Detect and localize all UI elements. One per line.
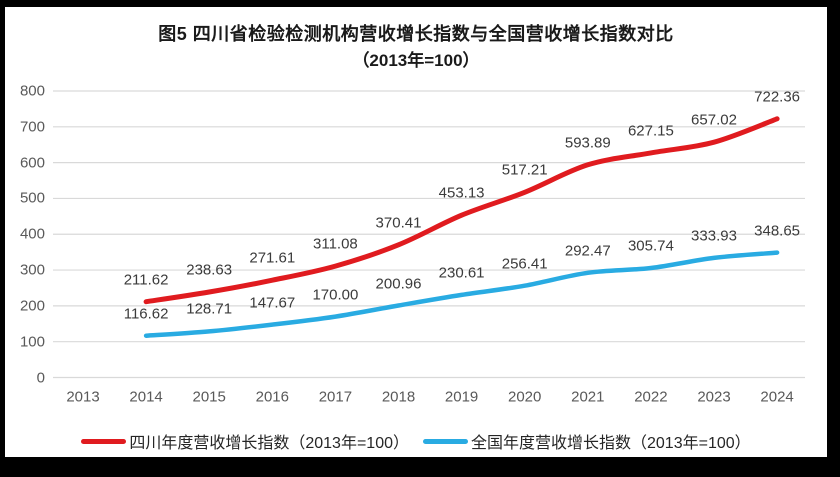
x-axis-tick-label: 2021: [571, 388, 605, 406]
x-axis-tick-label: 2015: [192, 388, 226, 406]
y-axis-tick-label: 800: [19, 82, 45, 100]
data-point-label: 147.67: [249, 294, 296, 312]
x-axis-tick-label: 2019: [444, 388, 479, 406]
legend-item-national: 全国年度营收增长指数（2013年=100）: [423, 429, 751, 453]
data-point-label: 348.65: [754, 222, 801, 240]
sichuan-series-line: [143, 116, 780, 305]
legend-label-national: 全国年度营收增长指数（2013年=100）: [471, 435, 751, 452]
data-point-label: 305.74: [627, 237, 674, 255]
y-axis-tick-label: 300: [19, 261, 45, 279]
national-line-swatch-icon: [423, 438, 468, 444]
data-point-label: 370.41: [375, 214, 422, 232]
legend-item-sichuan: 四川年度营收增长指数（2013年=100）: [81, 429, 409, 453]
data-point-label: 211.62: [123, 271, 169, 289]
x-axis-tick-label: 2017: [318, 388, 353, 406]
data-point-label: 238.63: [186, 261, 233, 279]
data-point-label: 230.61: [438, 264, 485, 282]
x-axis-tick-label: 2013: [66, 388, 100, 406]
data-point-label: 128.71: [186, 300, 233, 318]
chart-title: 图5 四川省检验检测机构营收增长指数与全国营收增长指数对比: [158, 24, 674, 44]
data-point-label: 593.89: [564, 134, 611, 152]
data-point-label: 200.96: [375, 275, 422, 293]
data-point-label: 517.21: [501, 161, 548, 179]
chart-area: 图5 四川省检验检测机构营收增长指数与全国营收增长指数对比 （2013年=100…: [5, 7, 827, 457]
plot-canvas: [53, 90, 805, 379]
x-axis-tick-label: 2016: [255, 388, 289, 406]
y-axis-tick-label: 200: [19, 297, 45, 315]
legend-label-sichuan: 四川年度营收增长指数（2013年=100）: [129, 435, 409, 452]
x-axis-tick-label: 2024: [760, 388, 794, 406]
data-point-label: 453.13: [438, 184, 485, 202]
chart-subtitle: （2013年=100）: [352, 51, 480, 70]
y-axis-tick-label: 500: [19, 189, 45, 207]
data-point-label: 170.00: [312, 286, 359, 304]
data-point-label: 116.62: [123, 305, 169, 323]
data-point-label: 722.36: [754, 88, 801, 106]
y-axis-tick-label: 100: [19, 333, 45, 351]
y-axis-tick-label: 700: [19, 118, 45, 136]
y-axis-tick-label: 0: [36, 369, 45, 386]
x-axis-tick-label: 2022: [634, 388, 668, 406]
x-axis-tick-label: 2018: [381, 388, 416, 406]
data-point-label: 333.93: [691, 227, 737, 245]
data-point-label: 311.08: [313, 235, 358, 253]
data-point-label: 627.15: [627, 122, 674, 140]
sichuan-line-swatch-icon: [81, 438, 127, 444]
x-axis-tick-label: 2020: [508, 388, 542, 406]
x-axis-tick-label: 2014: [129, 388, 163, 406]
y-axis-tick-label: 600: [19, 154, 45, 172]
x-axis-tick-label: 2023: [697, 388, 731, 406]
data-point-label: 292.47: [564, 242, 611, 260]
data-point-label: 271.61: [249, 249, 296, 267]
data-point-label: 657.02: [691, 111, 737, 129]
data-point-label: 256.41: [501, 255, 548, 273]
y-axis-tick-label: 400: [19, 225, 45, 243]
national-series-line: [143, 250, 780, 338]
legend: 四川年度营收增长指数（2013年=100） 全国年度营收增长指数（2013年=1…: [5, 428, 827, 454]
